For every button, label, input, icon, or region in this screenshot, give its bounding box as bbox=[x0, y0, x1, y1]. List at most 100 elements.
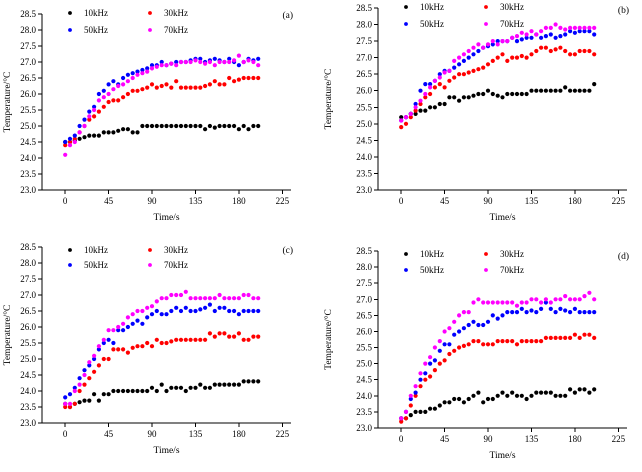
y-tick-label: 27.0 bbox=[20, 290, 36, 300]
y-tick-label: 26.0 bbox=[356, 86, 372, 96]
legend-marker bbox=[484, 22, 488, 26]
x-tick-label: 0 bbox=[399, 434, 404, 444]
x-tick-label: 180 bbox=[232, 429, 246, 439]
panel-label: (a) bbox=[282, 10, 293, 21]
y-tick-label: 24.0 bbox=[356, 391, 372, 401]
chart-canvas: 23.0 23.5 24.0 24.5 25.0 25.5 26.0 26.5 27.0 27.5… bbox=[2, 8, 293, 223]
subplot-b: 23.0 23.5 24.0 24.5 25.0 25.5 26.0 26.5 27.0 27.5… bbox=[321, 0, 642, 233]
x-tick-label: 90 bbox=[148, 196, 158, 206]
y-tick-label: 25.5 bbox=[356, 102, 372, 112]
x-axis: 0 45 90 135 180 225 bbox=[42, 189, 291, 206]
panel-label: (b) bbox=[618, 5, 629, 16]
legend-marker bbox=[484, 5, 488, 9]
y-axis-title: Temperature/°C bbox=[2, 72, 13, 133]
x-tick-label: 135 bbox=[525, 434, 539, 444]
y-tick-label: 28.0 bbox=[20, 25, 36, 35]
y-tick-label: 28.0 bbox=[356, 20, 372, 30]
x-axis-title: Time/s bbox=[153, 446, 179, 456]
legend-label: 70kHz bbox=[164, 260, 188, 270]
y-tick-label: 23.5 bbox=[356, 168, 372, 178]
y-tick-label: 24.5 bbox=[20, 137, 36, 147]
series-70kHz bbox=[399, 22, 597, 123]
chart-canvas: 23.0 23.5 24.0 24.5 25.0 25.5 26.0 26.5 27.0 27.5… bbox=[323, 246, 629, 461]
y-tick-label: 27.0 bbox=[356, 53, 372, 63]
x-axis-title: Time/s bbox=[489, 213, 515, 223]
y-tick-label: 28.0 bbox=[356, 262, 372, 272]
legend-marker bbox=[68, 248, 72, 252]
y-tick-label: 26.0 bbox=[20, 322, 36, 332]
y-tick-label: 27.5 bbox=[20, 41, 36, 51]
legend-label: 30kHz bbox=[164, 8, 188, 18]
legend: 10kHz 30kHz 50kHz 70kHz bbox=[404, 2, 524, 29]
y-tick-label: 26.0 bbox=[356, 326, 372, 336]
y-tick-label: 27.0 bbox=[356, 294, 372, 304]
series-30kHz bbox=[399, 45, 597, 130]
legend-marker bbox=[68, 11, 72, 15]
y-tick-label: 27.5 bbox=[20, 274, 36, 284]
y-tick-label: 24.0 bbox=[20, 153, 36, 163]
legend: 10kHz 30kHz 50kHz 70kHz bbox=[68, 245, 188, 270]
y-tick-label: 23.0 bbox=[20, 185, 36, 195]
y-axis: 23.0 23.5 24.0 24.5 25.0 25.5 26.0 26.5 27.0 27.5… bbox=[20, 9, 43, 195]
y-tick-label: 26.0 bbox=[20, 89, 36, 99]
x-tick-label: 225 bbox=[612, 196, 626, 206]
series-70kHz bbox=[399, 290, 597, 421]
y-tick-label: 25.0 bbox=[20, 121, 36, 131]
chart-canvas: 23.0 23.5 24.0 24.5 25.0 25.5 26.0 26.5 27.0 27.5… bbox=[2, 242, 293, 456]
legend-label: 30kHz bbox=[500, 2, 524, 12]
series-50kHz bbox=[63, 302, 261, 400]
x-tick-label: 45 bbox=[104, 429, 114, 439]
subplot-a: 23.0 23.5 24.0 24.5 25.0 25.5 26.0 26.5 27.0 27.5… bbox=[0, 0, 321, 233]
y-tick-label: 25.5 bbox=[20, 105, 36, 115]
legend-label: 70kHz bbox=[164, 25, 188, 35]
x-tick-label: 180 bbox=[568, 434, 582, 444]
legend-label: 30kHz bbox=[164, 245, 188, 255]
x-tick-label: 135 bbox=[189, 429, 203, 439]
chart-canvas: 23.0 23.5 24.0 24.5 25.0 25.5 26.0 26.5 27.0 27.5… bbox=[323, 2, 629, 223]
series-10kHz bbox=[399, 387, 597, 421]
legend-label: 10kHz bbox=[420, 2, 444, 12]
series-30kHz bbox=[63, 331, 261, 410]
x-tick-label: 225 bbox=[276, 196, 290, 206]
x-tick-label: 45 bbox=[440, 434, 450, 444]
subplot-c: 23.0 23.5 24.0 24.5 25.0 25.5 26.0 26.5 27.0 27.5… bbox=[0, 233, 321, 467]
y-tick-label: 23.0 bbox=[356, 185, 372, 195]
y-axis-title: Temperature/°C bbox=[2, 305, 13, 366]
x-tick-label: 0 bbox=[63, 429, 68, 439]
y-tick-label: 24.0 bbox=[356, 152, 372, 162]
y-tick-label: 27.5 bbox=[356, 278, 372, 288]
y-tick-label: 28.5 bbox=[20, 9, 36, 19]
legend: 10kHz 30kHz 50kHz 70kHz bbox=[68, 8, 188, 35]
x-tick-label: 180 bbox=[232, 196, 246, 206]
series-10kHz bbox=[63, 379, 261, 410]
y-tick-label: 27.5 bbox=[356, 36, 372, 46]
y-tick-label: 23.5 bbox=[356, 407, 372, 417]
series-70kHz bbox=[63, 53, 261, 157]
y-tick-label: 23.0 bbox=[20, 418, 36, 428]
y-tick-label: 28.5 bbox=[356, 246, 372, 256]
y-tick-label: 25.0 bbox=[20, 354, 36, 364]
x-tick-label: 45 bbox=[104, 196, 114, 206]
y-tick-label: 28.5 bbox=[20, 242, 36, 252]
series-10kHz bbox=[399, 82, 597, 120]
y-tick-label: 26.5 bbox=[356, 69, 372, 79]
y-tick-label: 26.5 bbox=[20, 306, 36, 316]
y-axis: 23.0 23.5 24.0 24.5 25.0 25.5 26.0 26.5 27.0 27.5… bbox=[356, 3, 379, 195]
legend-marker bbox=[404, 252, 408, 256]
y-axis: 23.0 23.5 24.0 24.5 25.0 25.5 26.0 26.5 27.0 27.5… bbox=[20, 242, 43, 428]
legend-marker bbox=[404, 5, 408, 9]
y-tick-label: 23.5 bbox=[20, 169, 36, 179]
legend-label: 50kHz bbox=[84, 25, 108, 35]
legend-label: 10kHz bbox=[84, 8, 108, 18]
legend-marker bbox=[148, 263, 152, 267]
y-tick-label: 25.5 bbox=[356, 343, 372, 353]
x-axis-title: Time/s bbox=[489, 451, 515, 461]
y-tick-label: 23.5 bbox=[20, 402, 36, 412]
x-tick-label: 0 bbox=[63, 196, 68, 206]
y-tick-label: 25.0 bbox=[356, 119, 372, 129]
legend-marker bbox=[404, 268, 408, 272]
y-tick-label: 25.5 bbox=[20, 338, 36, 348]
legend-marker bbox=[68, 263, 72, 267]
series-50kHz bbox=[399, 300, 597, 421]
y-tick-label: 25.0 bbox=[356, 359, 372, 369]
